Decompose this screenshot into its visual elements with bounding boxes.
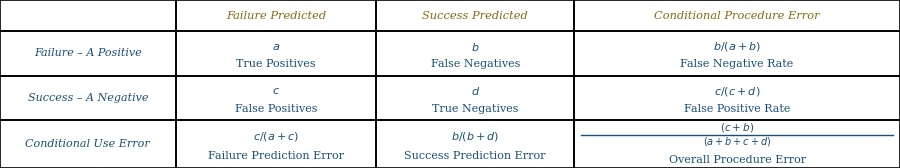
Bar [0,120,176,168]
Text: $c/(a+c)$: $c/(a+c)$ [253,130,299,143]
Text: True Positives: True Positives [236,59,316,70]
Text: $c/(c+d)$: $c/(c+d)$ [714,85,760,98]
Text: Overall Procedure Error: Overall Procedure Error [669,155,806,165]
Text: $c$: $c$ [272,86,280,96]
Text: True Negatives: True Negatives [432,104,518,114]
Text: $d$: $d$ [471,85,480,97]
Bar [176,0,376,31]
Text: $a$: $a$ [272,42,280,52]
Text: $b$: $b$ [471,41,480,53]
Bar [376,31,574,76]
Text: False Positives: False Positives [235,104,317,114]
Text: Failure Predicted: Failure Predicted [226,11,326,20]
Text: False Negative Rate: False Negative Rate [680,59,794,70]
Bar [176,120,376,168]
Text: Failure Prediction Error: Failure Prediction Error [208,151,344,161]
Bar [574,31,900,76]
Bar [176,31,376,76]
Text: Failure – A Positive: Failure – A Positive [34,48,141,58]
Text: Success Prediction Error: Success Prediction Error [404,151,546,161]
Text: Conditional Use Error: Conditional Use Error [25,139,150,149]
Text: $(c+b)$: $(c+b)$ [720,121,754,134]
Text: $(a+b+c+d)$: $(a+b+c+d)$ [703,135,771,148]
Text: Conditional Procedure Error: Conditional Procedure Error [654,11,820,20]
Text: $b/(b+d)$: $b/(b+d)$ [451,130,500,143]
Text: False Positive Rate: False Positive Rate [684,104,790,114]
Bar [376,0,574,31]
Text: $b/(a+b)$: $b/(a+b)$ [713,40,761,53]
Text: Success – A Negative: Success – A Negative [28,93,148,103]
Bar [574,0,900,31]
Bar [574,120,900,168]
Bar [0,76,176,120]
Bar [574,76,900,120]
Bar [376,120,574,168]
Text: False Negatives: False Negatives [430,59,520,70]
Text: Success Predicted: Success Predicted [422,11,528,20]
Bar [176,76,376,120]
Bar [376,76,574,120]
Bar [0,0,176,31]
Bar [0,31,176,76]
